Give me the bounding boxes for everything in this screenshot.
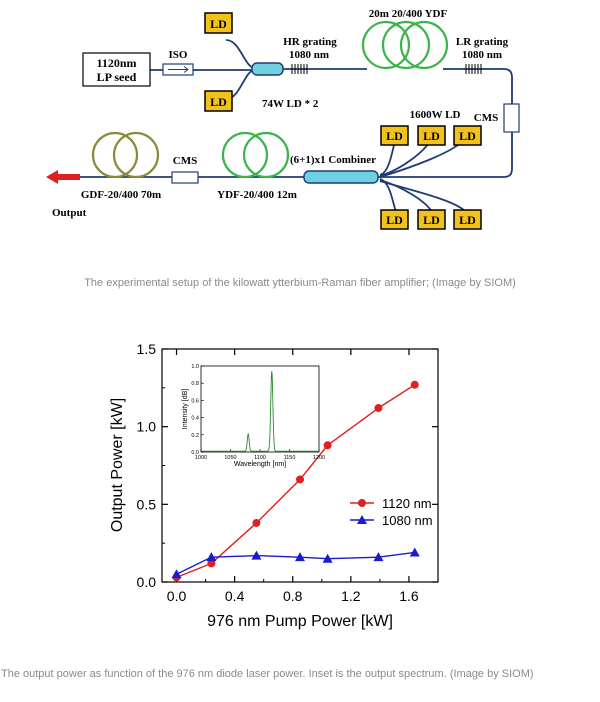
ld-diode-box: LD: [417, 125, 446, 146]
ld-diode-box: LD: [380, 209, 409, 230]
ld-label: LD: [210, 95, 227, 109]
hr-grating: HR grating 1080 nm: [283, 36, 337, 74]
inset-x-tick-label: 1100: [254, 455, 266, 461]
data-point: [410, 380, 419, 389]
chart-caption: The output power as function of the 976 …: [1, 668, 534, 680]
ld-label: LD: [423, 129, 440, 143]
seed-type: LP seed: [97, 70, 137, 84]
data-point: [295, 552, 305, 562]
legend-label: 1080 nm: [382, 513, 433, 528]
data-point: [252, 518, 261, 527]
pump-ld-label: 74W LD * 2: [262, 98, 319, 110]
y-tick-label: 1.5: [137, 341, 157, 357]
lr-grating-label: LR grating: [456, 36, 509, 48]
lr-grating: LR grating 1080 nm: [456, 36, 509, 74]
ydf-coil-2: [221, 131, 290, 179]
x-tick-label: 0.0: [167, 588, 187, 604]
cms2-label: CMS: [173, 155, 197, 167]
data-point: [207, 559, 216, 568]
x-tick-label: 0.8: [283, 588, 303, 604]
cms-stripper-right: CMS: [474, 103, 520, 133]
ld-label: LD: [423, 213, 440, 227]
ld-label: LD: [459, 129, 476, 143]
data-point: [206, 552, 217, 562]
hr-grating-label: HR grating: [283, 36, 337, 48]
inset-x-tick-label: 1000: [195, 455, 207, 461]
inset-x-tick-label: 1050: [224, 455, 236, 461]
ydf-coil: [361, 20, 449, 70]
x-tick-label: 1.6: [399, 588, 419, 604]
y-tick-label: 0.5: [137, 496, 157, 512]
ld-diode-box: LD: [380, 125, 409, 146]
gdf-coil: [91, 131, 160, 179]
pump-combiner: (6+1)x1 Combiner: [290, 154, 379, 184]
cms-stripper-left: CMS: [171, 155, 199, 184]
lr-grating-wavelength: 1080 nm: [462, 49, 502, 61]
data-point: [373, 552, 384, 562]
x-tick-label: 0.4: [225, 588, 245, 604]
ld-diode-box: LD: [417, 209, 446, 230]
y-tick-label: 1.0: [137, 419, 157, 435]
isolator-label: ISO: [169, 49, 188, 61]
gdf-label: GDF-20/400 70m: [81, 189, 161, 201]
output-arrow: [46, 170, 80, 184]
legend-marker: [358, 499, 366, 507]
inset-frame: [200, 365, 320, 453]
seed-laser-box: 1120nm LP seed: [82, 52, 151, 87]
ld-label: LD: [386, 129, 403, 143]
x-tick-label: 1.2: [341, 588, 361, 604]
ld-label: LD: [210, 17, 227, 31]
inset-y-tick-label: 0.0: [191, 450, 199, 456]
ld-diode-box: LD: [204, 12, 233, 34]
ld-diode-box: LD: [453, 209, 482, 230]
inset-y-tick-label: 0.8: [191, 381, 199, 387]
x-axis-label: 976 nm Pump Power [kW]: [207, 613, 393, 630]
pump-coupler: [251, 62, 284, 76]
power-chart: 0.0 0.5 1.0 1.5 0.0 0.4 0.8 1.2 1.6 Output Powe…: [109, 341, 439, 630]
inset-y-tick-label: 0.6: [191, 398, 199, 404]
ld-diode-box: LD: [453, 125, 482, 146]
setup-diagram: LD LD LD LD LD LD LD LD 1120nm LP seed I…: [46, 8, 520, 230]
inset-x-label: Wavelength [nm]: [234, 461, 286, 468]
ydf-2-label: YDF-20/400 12m: [217, 189, 297, 201]
setup-caption: The experimental setup of the kilowatt y…: [84, 277, 516, 289]
cms-label: CMS: [474, 112, 498, 124]
fiber-paths: [80, 39, 513, 213]
legend-marker: [357, 515, 367, 524]
data-point: [323, 441, 332, 450]
inset-y-tick-label: 0.2: [191, 433, 199, 439]
ld-1600w-label: 1600W LD: [410, 109, 461, 121]
ld-label: LD: [386, 213, 403, 227]
ydf-label: 20m 20/400 YDF: [369, 8, 448, 20]
inset-y-label: Intensity [dB]: [182, 389, 189, 430]
output-label: Output: [52, 207, 87, 219]
inset-x-tick-label: 1150: [284, 455, 296, 461]
ld-diode-box: LD: [204, 90, 233, 112]
inset-spectrum-line: [201, 371, 319, 452]
data-point: [296, 475, 304, 484]
inset-y-tick-label: 1.0: [191, 364, 199, 370]
ld-label: LD: [459, 213, 476, 227]
isolator: ISO: [162, 49, 194, 76]
data-point: [171, 569, 182, 579]
hr-grating-wavelength: 1080 nm: [289, 49, 329, 61]
y-axis-label: Output Power [kW]: [109, 398, 126, 532]
inset-y-tick-label: 0.4: [191, 416, 199, 422]
data-point: [251, 550, 262, 560]
y-tick-label: 0.0: [137, 574, 157, 590]
data-point: [374, 404, 383, 413]
inset-x-tick-label: 1200: [313, 455, 325, 461]
combiner-label: (6+1)x1 Combiner: [290, 154, 376, 166]
data-point: [409, 547, 420, 557]
data-point: [322, 553, 333, 563]
legend-label: 1120 nm: [382, 496, 432, 511]
seed-wavelength: 1120nm: [96, 56, 136, 70]
